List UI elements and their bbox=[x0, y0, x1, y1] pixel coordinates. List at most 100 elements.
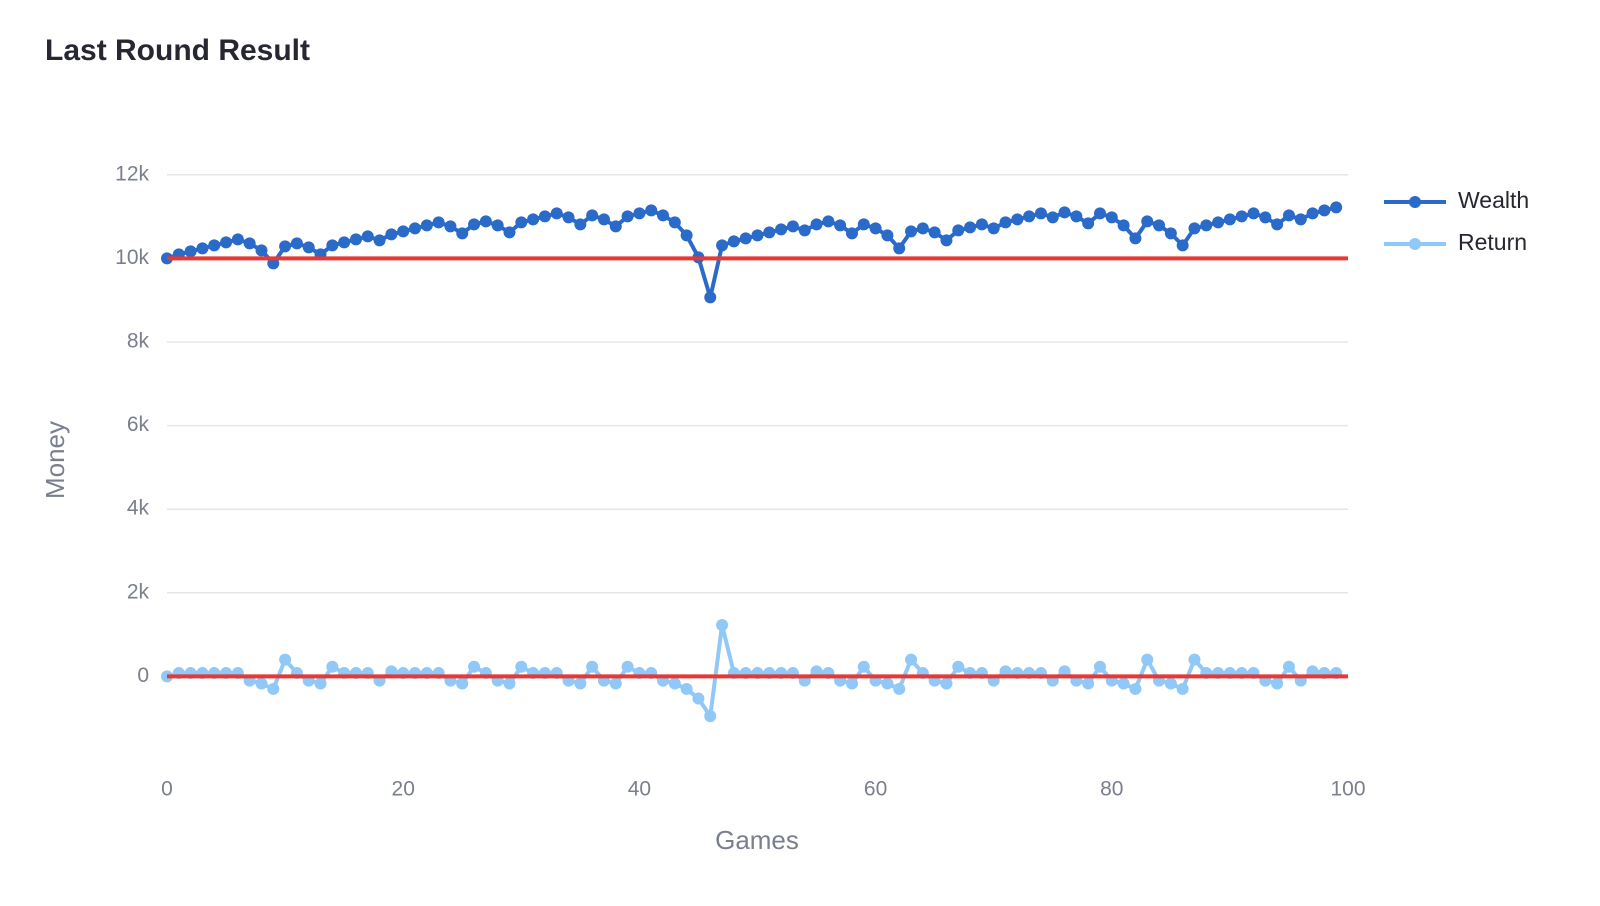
data-point bbox=[1117, 677, 1130, 690]
data-point bbox=[1188, 222, 1201, 235]
data-point bbox=[704, 291, 717, 304]
y-axis-label: Money bbox=[40, 421, 70, 499]
data-point bbox=[668, 677, 681, 690]
data-point bbox=[267, 682, 280, 695]
data-point bbox=[739, 232, 752, 245]
data-point bbox=[1093, 660, 1106, 673]
data-point bbox=[538, 210, 551, 223]
data-point bbox=[845, 677, 858, 690]
data-point bbox=[810, 218, 823, 231]
y-tick-label: 6k bbox=[127, 413, 150, 436]
data-point bbox=[456, 677, 469, 690]
x-tick-label: 40 bbox=[628, 778, 651, 801]
data-point bbox=[1188, 653, 1201, 666]
data-point bbox=[1058, 665, 1071, 678]
data-point bbox=[1105, 211, 1118, 224]
data-point bbox=[1117, 219, 1130, 232]
data-point bbox=[326, 660, 339, 673]
x-tick-label: 20 bbox=[392, 778, 415, 801]
data-point bbox=[845, 227, 858, 240]
data-point bbox=[1034, 207, 1047, 220]
data-point bbox=[680, 229, 693, 242]
data-point bbox=[857, 660, 870, 673]
data-point bbox=[373, 234, 386, 247]
y-tick-label: 2k bbox=[127, 580, 150, 603]
data-point bbox=[964, 221, 977, 234]
data-point bbox=[349, 233, 362, 246]
data-point bbox=[1011, 213, 1024, 226]
data-point bbox=[597, 213, 610, 226]
data-point bbox=[786, 220, 799, 233]
data-point bbox=[196, 242, 209, 255]
data-point bbox=[1318, 204, 1331, 217]
data-point bbox=[775, 223, 788, 236]
data-point bbox=[1271, 677, 1284, 690]
data-point bbox=[1082, 217, 1095, 230]
data-point bbox=[1235, 210, 1248, 223]
legend-marker bbox=[1409, 238, 1421, 250]
data-point bbox=[1141, 215, 1154, 228]
data-point bbox=[1282, 209, 1295, 222]
data-point bbox=[267, 257, 280, 270]
data-point bbox=[302, 241, 315, 254]
data-point bbox=[1223, 213, 1236, 226]
data-point bbox=[1271, 218, 1284, 231]
data-point bbox=[668, 216, 681, 229]
data-point bbox=[1306, 665, 1319, 678]
data-point bbox=[751, 229, 764, 242]
data-point bbox=[1141, 653, 1154, 666]
data-point bbox=[279, 653, 292, 666]
y-tick-label: 4k bbox=[127, 497, 150, 520]
data-point bbox=[220, 236, 233, 249]
data-point bbox=[692, 692, 705, 705]
legend-marker bbox=[1409, 196, 1421, 208]
data-point bbox=[1070, 210, 1083, 223]
data-point bbox=[645, 204, 658, 217]
data-point bbox=[680, 682, 693, 695]
y-tick-label: 0 bbox=[137, 664, 149, 687]
data-point bbox=[479, 215, 492, 228]
data-point bbox=[468, 660, 481, 673]
data-point bbox=[798, 224, 811, 237]
data-point bbox=[822, 215, 835, 228]
data-point bbox=[1330, 201, 1343, 214]
data-point bbox=[1164, 677, 1177, 690]
data-point bbox=[1200, 219, 1213, 232]
data-point bbox=[1176, 239, 1189, 252]
data-point bbox=[1046, 211, 1059, 224]
data-point bbox=[1247, 207, 1260, 220]
data-point bbox=[208, 239, 221, 252]
data-point bbox=[952, 660, 965, 673]
data-point bbox=[621, 660, 634, 673]
data-point bbox=[1294, 213, 1307, 226]
data-point bbox=[456, 227, 469, 240]
data-point bbox=[869, 222, 882, 235]
data-point bbox=[727, 235, 740, 248]
data-point bbox=[704, 710, 717, 723]
data-point bbox=[255, 677, 268, 690]
data-point bbox=[881, 677, 894, 690]
data-point bbox=[326, 239, 339, 252]
chart-title: Last Round Result bbox=[45, 34, 310, 67]
data-point bbox=[586, 209, 599, 222]
data-point bbox=[184, 245, 197, 258]
data-point bbox=[905, 653, 918, 666]
data-point bbox=[243, 237, 256, 250]
data-point bbox=[468, 218, 481, 231]
data-point bbox=[1176, 682, 1189, 695]
data-point bbox=[987, 222, 1000, 235]
x-tick-label: 60 bbox=[864, 778, 887, 801]
data-point bbox=[1082, 677, 1095, 690]
data-point bbox=[255, 244, 268, 257]
data-point bbox=[385, 665, 398, 678]
data-point bbox=[361, 230, 374, 243]
data-point bbox=[1129, 682, 1142, 695]
data-point bbox=[940, 234, 953, 247]
data-point bbox=[385, 228, 398, 241]
data-point bbox=[716, 239, 729, 252]
data-point bbox=[810, 665, 823, 678]
data-point bbox=[586, 660, 599, 673]
data-point bbox=[338, 236, 351, 249]
